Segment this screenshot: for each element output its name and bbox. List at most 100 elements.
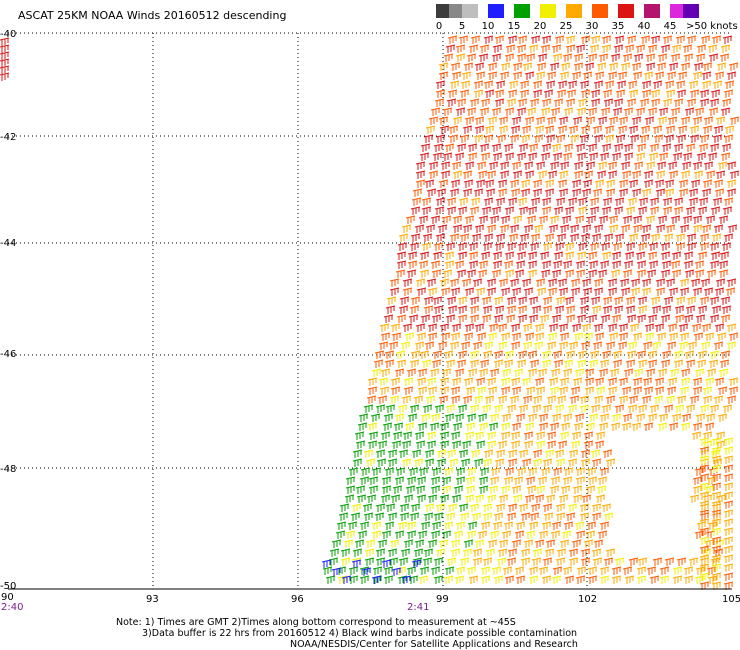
wind-barb	[435, 503, 446, 512]
wind-barb	[385, 503, 396, 512]
wind-barb	[416, 494, 427, 503]
wind-barb	[431, 269, 442, 278]
wind-barb	[655, 278, 666, 287]
wind-barb	[498, 116, 509, 125]
map-frame	[8, 32, 732, 590]
wind-barb	[573, 170, 584, 179]
wind-barb	[450, 332, 461, 341]
wind-barb	[468, 575, 479, 584]
wind-barb	[618, 188, 629, 197]
wind-barb	[643, 179, 654, 188]
wind-barb	[709, 260, 720, 269]
wind-barb	[461, 278, 472, 287]
wind-barb	[530, 197, 541, 206]
wind-barb	[454, 575, 465, 584]
wind-barb	[679, 332, 690, 341]
wind-barb	[535, 386, 546, 395]
wind-barb	[534, 323, 545, 332]
wind-barb	[490, 467, 501, 476]
wind-barb	[492, 251, 503, 260]
wind-barb	[660, 269, 671, 278]
wind-barb	[576, 152, 587, 161]
wind-barb	[535, 116, 546, 125]
wind-barb	[469, 350, 480, 359]
wind-barb	[708, 359, 719, 368]
wind-barb	[479, 44, 490, 53]
wind-barb	[627, 341, 638, 350]
wind-barb	[675, 80, 686, 89]
wind-barb	[377, 395, 388, 404]
wind-barb	[425, 224, 436, 233]
wind-barb	[565, 350, 576, 359]
wind-barb	[433, 557, 444, 566]
wind-barb	[417, 386, 428, 395]
wind-barb	[699, 500, 710, 509]
wind-barb	[457, 350, 468, 359]
wind-barb	[339, 503, 350, 512]
wind-barb	[471, 512, 482, 521]
wind-barb	[661, 305, 672, 314]
wind-barb	[407, 260, 418, 269]
wind-barb	[540, 269, 551, 278]
wind-barb	[501, 413, 512, 422]
wind-barb	[647, 44, 658, 53]
wind-barb	[704, 539, 715, 548]
wind-barb	[670, 53, 681, 62]
wind-barb	[348, 575, 359, 584]
wind-barb	[368, 476, 379, 485]
wind-barb	[517, 314, 528, 323]
wind-barb	[664, 188, 675, 197]
wind-barb	[469, 314, 480, 323]
wind-barb	[406, 521, 417, 530]
wind-barb	[668, 287, 679, 296]
wind-barb	[715, 170, 726, 179]
wind-barb	[710, 557, 721, 566]
wind-barb	[517, 197, 528, 206]
wind-barb	[680, 116, 691, 125]
wind-barb	[444, 566, 455, 575]
wind-barb	[521, 458, 532, 467]
wind-barb	[608, 62, 619, 71]
wind-barb	[445, 44, 456, 53]
wind-barb	[439, 125, 450, 134]
wind-barb	[647, 251, 658, 260]
wind-barb	[584, 377, 595, 386]
wind-barb	[474, 431, 485, 440]
wind-barb	[477, 170, 488, 179]
wind-barb	[712, 80, 723, 89]
wind-barb	[593, 287, 604, 296]
wind-barb	[579, 296, 590, 305]
wind-barb	[526, 107, 537, 116]
wind-barb	[477, 530, 488, 539]
wind-barb	[411, 449, 422, 458]
wind-barb	[507, 35, 518, 44]
wind-barb	[645, 62, 656, 71]
wind-barb	[709, 98, 720, 107]
wind-barb	[641, 80, 652, 89]
wind-barb	[533, 224, 544, 233]
wind-barb	[645, 53, 656, 62]
wind-barb	[526, 485, 537, 494]
wind-barb	[473, 395, 484, 404]
wind-barb	[711, 500, 722, 509]
wind-barb	[656, 161, 667, 170]
wind-barb	[489, 368, 500, 377]
wind-barb	[464, 323, 475, 332]
wind-barb	[699, 134, 710, 143]
wind-barb	[583, 170, 594, 179]
wind-barb	[375, 503, 386, 512]
wind-barb	[482, 512, 493, 521]
wind-barb	[720, 44, 731, 53]
wind-barb	[696, 44, 707, 53]
wind-barb	[652, 80, 663, 89]
wind-barb	[516, 152, 527, 161]
wind-barb	[412, 557, 423, 566]
wind-barb	[541, 197, 552, 206]
wind-barb	[574, 215, 585, 224]
wind-barb	[483, 134, 494, 143]
wind-barb	[519, 89, 530, 98]
wind-barb	[565, 305, 576, 314]
wind-barb	[728, 62, 739, 71]
wind-barb	[408, 467, 419, 476]
wind-barb	[537, 368, 548, 377]
